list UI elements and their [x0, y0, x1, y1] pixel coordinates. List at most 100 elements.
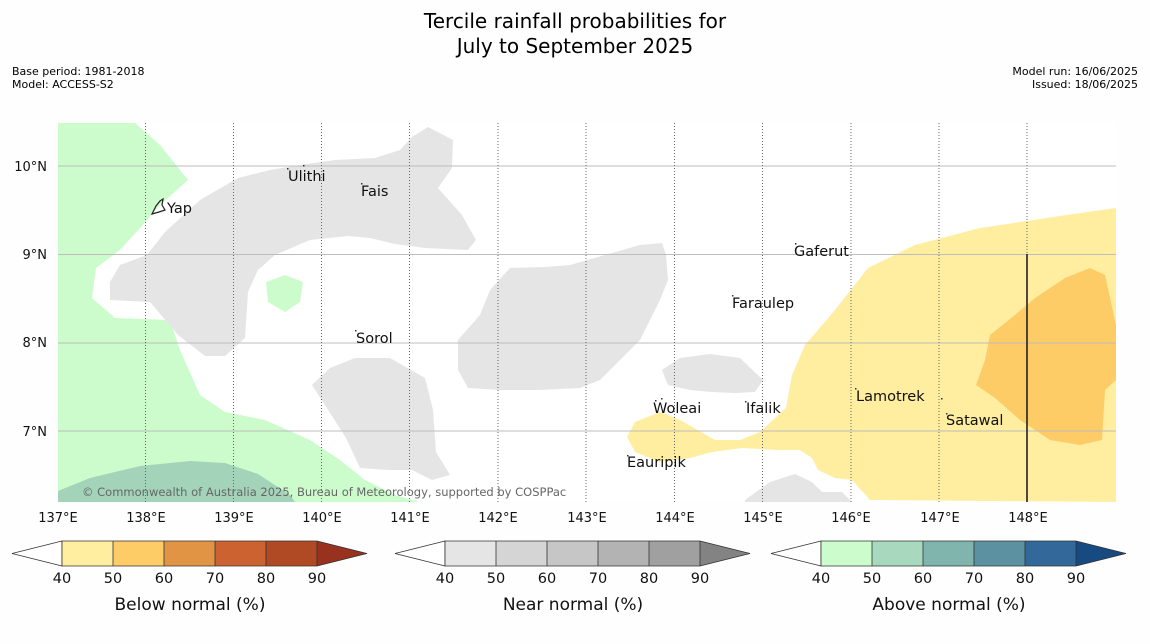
place-eauripik: Eauripik: [627, 455, 686, 471]
colorbar-above-segment: [923, 541, 974, 566]
lon-label: 145°E: [743, 511, 783, 526]
lon-label: 140°E: [302, 511, 342, 526]
colorbar-below: 40 50 60 70 80 90 Below normal (%): [11, 540, 368, 615]
colorbar-above-segment: [872, 541, 923, 566]
above-normal-40-patch: [266, 275, 303, 312]
colorbar-below-segment: [215, 541, 266, 566]
colorbar-above-max-extension: [1076, 541, 1126, 566]
place-woleai: Woleai: [653, 401, 701, 417]
place-faraulep: Faraulep: [732, 296, 794, 312]
below-normal-40-region: [627, 208, 1116, 502]
latitude-labels: 10°N 9°N 8°N 7°N: [14, 160, 47, 440]
near-normal-region-north: [110, 127, 476, 356]
near-normal-region-central: [458, 243, 668, 390]
issued-date: Issued: 18/06/2025: [1031, 78, 1138, 91]
colorbar-below-segment: [62, 541, 113, 566]
longitude-labels: 137°E 138°E 139°E 140°E 141°E 142°E 143°…: [38, 511, 1048, 526]
colorbar-above-tick: 50: [863, 571, 881, 587]
lon-label: 137°E: [38, 511, 78, 526]
colorbar-above-segment: [1025, 541, 1076, 566]
colorbar-above-label: Above normal (%): [872, 595, 1025, 615]
lat-label: 7°N: [23, 425, 48, 440]
lon-label: 148°E: [1008, 511, 1048, 526]
colorbar-near: 40 50 60 70 80 90 Near normal (%): [394, 540, 751, 615]
lon-label: 147°E: [920, 511, 960, 526]
place-sorol: Sorol: [356, 331, 393, 347]
colorbar-near-tick: 40: [436, 571, 454, 587]
below-normal-50-region: [976, 268, 1116, 445]
place-ifalik: Ifalik: [746, 401, 781, 417]
colorbar-below-tick: 90: [308, 571, 326, 587]
near-normal-region-woleai: [662, 354, 763, 393]
base-period: Base period: 1981-2018: [12, 65, 145, 78]
colorbar-near-min-extension: [394, 540, 446, 567]
colorbar-below-tick: 80: [257, 571, 275, 587]
place-lamotrek: Lamotrek: [856, 389, 925, 405]
near-normal-region-south: [745, 474, 852, 502]
colorbar-above-segment: [821, 541, 872, 566]
colorbar-near-segment: [598, 541, 649, 566]
near-normal-region-sorol: [312, 358, 450, 480]
model-name: Model: ACCESS-S2: [12, 78, 114, 91]
colorbar-above-tick: 40: [812, 571, 830, 587]
map-title: Tercile rainfall probabilities for July …: [0, 9, 1150, 59]
colorbar-below-tick: 50: [104, 571, 122, 587]
place-yap: Yap: [166, 201, 192, 217]
colorbar-near-segment: [445, 541, 496, 566]
colorbar-below-label: Below normal (%): [115, 595, 266, 615]
place-satawal: Satawal: [946, 413, 1003, 429]
colorbar-below-segment: [266, 541, 317, 566]
lat-label: 10°N: [14, 160, 47, 175]
colorbar-above-tick: 60: [914, 571, 932, 587]
title-line-1: Tercile rainfall probabilities for: [423, 9, 727, 33]
colorbar-above-tick: 80: [1016, 571, 1034, 587]
place-fais: Fais: [361, 184, 388, 200]
latitude-gridlines: [58, 165, 1116, 432]
colorbar-near-tick: 70: [589, 571, 607, 587]
colorbar-near-label: Near normal (%): [503, 595, 643, 615]
place-gaferut: Gaferut: [794, 244, 849, 260]
colorbar-near-segment: [547, 541, 598, 566]
model-run: Model run: 16/06/2025: [1012, 65, 1138, 78]
colorbar-near-tick: 60: [538, 571, 556, 587]
colorbar-near-tick: 80: [640, 571, 658, 587]
colorbar-above-min-extension: [770, 540, 822, 567]
yap-island: [150, 197, 166, 215]
lon-label: 141°E: [390, 511, 430, 526]
above-normal-50-region: [58, 461, 295, 502]
colorbar-above: 40 50 60 70 80 90 Above normal (%): [770, 540, 1127, 615]
lon-label: 144°E: [655, 511, 695, 526]
colorbar-above-segment: [974, 541, 1025, 566]
lon-label: 138°E: [126, 511, 166, 526]
lon-label: 139°E: [214, 511, 254, 526]
colorbar-below-segment: [164, 541, 215, 566]
colorbar-above-tick: 90: [1067, 571, 1085, 587]
colorbar-below-max-extension: [317, 541, 367, 566]
meta-right: Model run: 16/06/2025 Issued: 18/06/2025: [1012, 65, 1138, 91]
colorbar-below-tick: 40: [53, 571, 71, 587]
atoll-markers: [287, 165, 948, 457]
copyright-credit: © Commonwealth of Australia 2025, Bureau…: [82, 485, 566, 499]
place-ulithi: Ulithi: [288, 169, 326, 185]
above-normal-40-region: [58, 123, 420, 502]
colorbar-below-segment: [113, 541, 164, 566]
colorbar-below-tick: 70: [206, 571, 224, 587]
meta-left: Base period: 1981-2018 Model: ACCESS-S2: [12, 65, 144, 91]
map-area: Yap Ulithi Fais Sorol Gaferut Faraulep W…: [58, 123, 1116, 502]
lon-label: 146°E: [831, 511, 871, 526]
colorbar-near-segment: [496, 541, 547, 566]
lon-label: 142°E: [478, 511, 518, 526]
colorbar-near-tick: 90: [691, 571, 709, 587]
colorbar-near-tick: 50: [487, 571, 505, 587]
colorbar-near-max-extension: [700, 541, 750, 566]
colorbar-below-min-extension: [11, 540, 63, 567]
lat-label: 8°N: [23, 336, 48, 351]
lon-label: 143°E: [567, 511, 607, 526]
colorbar-below-tick: 60: [155, 571, 173, 587]
colorbar-above-tick: 70: [965, 571, 983, 587]
lat-label: 9°N: [23, 248, 48, 263]
title-line-2: July to September 2025: [456, 34, 694, 58]
longitude-gridlines: [145, 123, 1028, 502]
colorbar-near-segment: [649, 541, 700, 566]
